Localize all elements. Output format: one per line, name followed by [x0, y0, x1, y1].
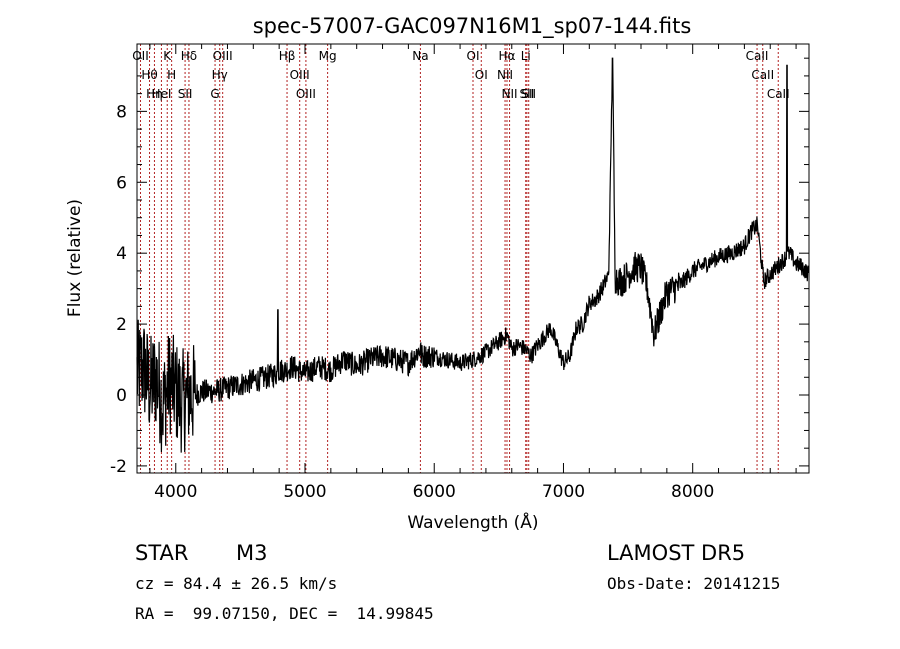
subclass-label: M3 [236, 541, 268, 565]
line-label-0: OII [132, 49, 149, 63]
line-label-23: SII [521, 87, 536, 101]
line-label-22: Li [521, 49, 531, 63]
x-tick-label: 7000 [542, 482, 585, 502]
survey-label: LAMOST DR5 [607, 541, 746, 565]
x-axis: 4000 5000 6000 7000 8000 [149, 44, 797, 502]
line-label-15: Na [412, 49, 428, 63]
line-label-18: Hα [499, 49, 516, 63]
x-tick-label: 6000 [413, 482, 456, 502]
y-tick-label: 8 [116, 102, 127, 122]
line-label-24: CaII [746, 49, 769, 63]
line-label-3: HeI [151, 87, 171, 101]
line-label-8: OIII [213, 49, 233, 63]
line-label-6: Hδ [181, 49, 197, 63]
y-tick-label: 2 [116, 315, 127, 335]
plot-frame [136, 43, 810, 474]
line-label-4: K [163, 49, 172, 63]
ra-dec: RA = 99.07150, DEC = 14.99845 [135, 604, 434, 623]
line-label-13: OIII [296, 87, 316, 101]
line-label-20: NII [502, 87, 518, 101]
obs-date: Obs-Date: 20141215 [607, 574, 781, 593]
line-label-9: Hγ [212, 68, 228, 82]
line-label-10: G [210, 87, 219, 101]
line-label-11: Hβ [279, 49, 296, 63]
line-label-19: NII [497, 68, 513, 82]
spectrum-line [136, 57, 810, 453]
line-label-25: CaII [751, 68, 774, 82]
line-label-21: SII [520, 87, 535, 101]
line-label-12: OIII [290, 68, 310, 82]
x-tick-label: 5000 [283, 482, 326, 502]
x-tick-label: 8000 [671, 482, 714, 502]
x-tick-label: 4000 [154, 482, 197, 502]
line-label-17: OI [475, 68, 488, 82]
line-label-7: SII [178, 87, 193, 101]
x-axis-label: Wavelength (Å) [407, 511, 538, 533]
y-tick-label: 6 [116, 173, 127, 193]
y-axis: -2 0 2 4 6 8 [110, 57, 809, 477]
line-label-14: Mg [319, 49, 337, 63]
y-axis-label: Flux (relative) [65, 199, 85, 317]
line-label-2: Hη [146, 87, 163, 101]
y-tick-label: 0 [116, 386, 127, 406]
cz-value: cz = 84.4 ± 26.5 km/s [135, 574, 338, 593]
class-label: STAR [135, 541, 189, 565]
line-label-26: CaII [767, 87, 790, 101]
line-label-16: OI [467, 49, 480, 63]
spectral-line-markers [139, 44, 779, 473]
line-label-5: H [167, 68, 176, 82]
y-tick-label: 4 [116, 244, 127, 264]
chart-title: spec-57007-GAC097N16M1_sp07-144.fits [253, 14, 692, 39]
line-label-1: Hθ [141, 68, 157, 82]
y-tick-label: -2 [110, 457, 127, 477]
